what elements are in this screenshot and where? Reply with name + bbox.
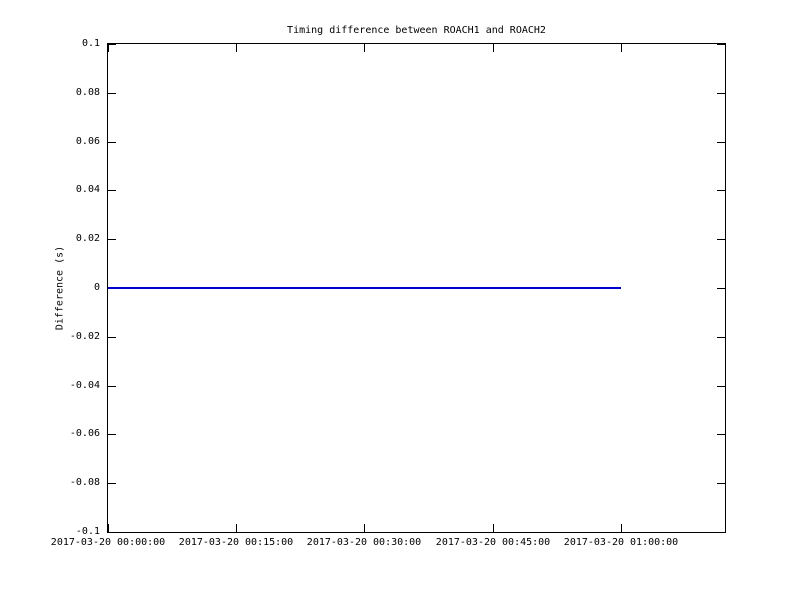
x-tick-mark-bottom [108,524,109,532]
y-tick-label: -0.04 [69,380,100,391]
y-tick-mark-left [108,44,116,45]
y-tick-label: 0.08 [75,87,100,98]
x-tick-label: 2017-03-20 00:45:00 [435,537,551,548]
x-tick-label: 2017-03-20 01:00:00 [563,537,679,548]
y-tick-mark-left [108,483,116,484]
x-tick-mark-top [236,44,237,52]
y-tick-label: 0.04 [75,184,100,195]
x-tick-mark-bottom [493,524,494,532]
y-tick-mark-left [108,386,116,387]
y-tick-mark-right [717,337,725,338]
y-tick-mark-left [108,532,116,533]
y-tick-mark-right [717,288,725,289]
y-tick-mark-left [108,239,116,240]
x-tick-label: 2017-03-20 00:15:00 [178,537,294,548]
x-tick-mark-bottom [364,524,365,532]
y-tick-mark-right [717,239,725,240]
y-tick-mark-right [717,93,725,94]
y-tick-label: 0.02 [75,233,100,244]
y-tick-mark-left [108,434,116,435]
y-tick-mark-right [717,386,725,387]
x-tick-mark-top [493,44,494,52]
plot-area [107,43,726,533]
x-tick-mark-bottom [621,524,622,532]
y-tick-label: -0.06 [69,428,100,439]
x-tick-mark-bottom [236,524,237,532]
y-tick-mark-right [717,44,725,45]
y-tick-mark-left [108,142,116,143]
y-tick-label: -0.02 [69,331,100,342]
y-tick-label: 0.06 [75,136,100,147]
chart-title: Timing difference between ROACH1 and ROA… [287,25,546,36]
y-tick-label: 0.1 [81,38,100,49]
y-tick-mark-left [108,93,116,94]
x-tick-mark-top [108,44,109,52]
y-tick-label: -0.1 [75,526,100,537]
y-tick-mark-right [717,190,725,191]
y-tick-mark-right [717,532,725,533]
y-tick-mark-right [717,434,725,435]
y-tick-mark-left [108,190,116,191]
y-tick-mark-right [717,142,725,143]
x-tick-label: 2017-03-20 00:00:00 [50,537,166,548]
y-tick-label: -0.08 [69,477,100,488]
x-tick-mark-top [621,44,622,52]
x-tick-label: 2017-03-20 00:30:00 [306,537,422,548]
series-line-segment [108,287,621,289]
y-tick-mark-right [717,483,725,484]
y-tick-mark-left [108,337,116,338]
y-tick-label: 0 [93,282,100,293]
x-tick-mark-top [364,44,365,52]
